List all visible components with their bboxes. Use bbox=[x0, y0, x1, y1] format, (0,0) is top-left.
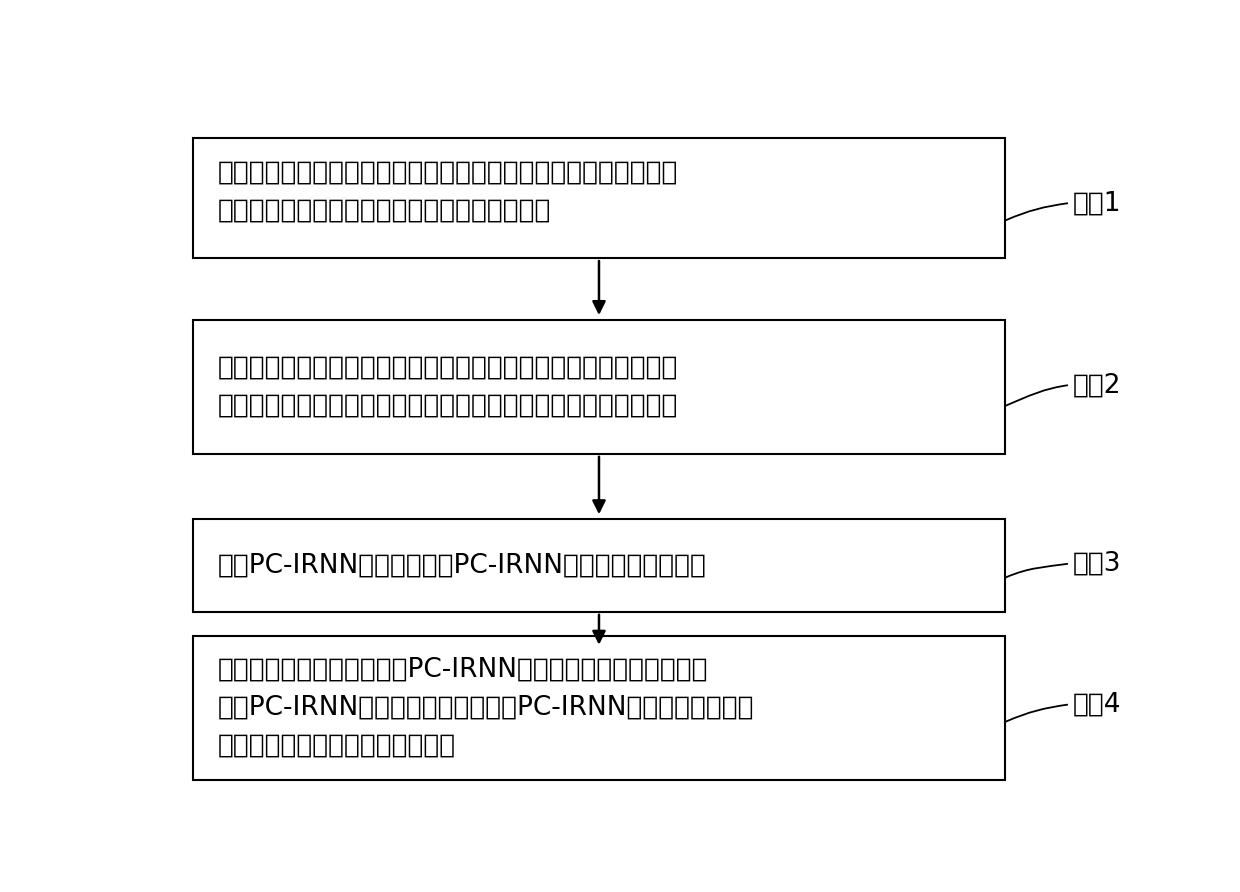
Text: 步骤4: 步骤4 bbox=[1073, 691, 1121, 717]
Text: 步骤1: 步骤1 bbox=[1073, 190, 1121, 216]
Bar bbox=[193, 320, 1006, 454]
Text: 步骤3: 步骤3 bbox=[1073, 550, 1121, 577]
Text: 采用训练样本对初始化后的PC-IRNN分类器进行训练，得到训练
后的PC-IRNN分类器，采用训练后的PC-IRNN分类器对测试样本
进行分类，得到对应的分类输: 采用训练样本对初始化后的PC-IRNN分类器进行训练，得到训练 后的PC-IRN… bbox=[217, 657, 754, 759]
Text: 对行人步态时频谱图进行预处理，得到预处理后的行人步态时频谱
图，将预处理后的行人步态时频谱图划分为训练样本和测试样本；: 对行人步态时频谱图进行预处理，得到预处理后的行人步态时频谱 图，将预处理后的行人… bbox=[217, 355, 678, 419]
Text: 构建行人步态模型，获取行人步态雷达回波；对行人步态雷达回波
进行短时傅里叶变换，得到行人步态时频谱图；: 构建行人步态模型，获取行人步态雷达回波；对行人步态雷达回波 进行短时傅里叶变换，… bbox=[217, 160, 678, 224]
Text: 搭建PC-IRNN分类器，并对PC-IRNN分类器进行初始化；: 搭建PC-IRNN分类器，并对PC-IRNN分类器进行初始化； bbox=[217, 552, 707, 579]
Bar bbox=[193, 138, 1006, 258]
Text: 步骤2: 步骤2 bbox=[1073, 372, 1121, 398]
Bar bbox=[193, 636, 1006, 780]
Bar bbox=[193, 519, 1006, 612]
